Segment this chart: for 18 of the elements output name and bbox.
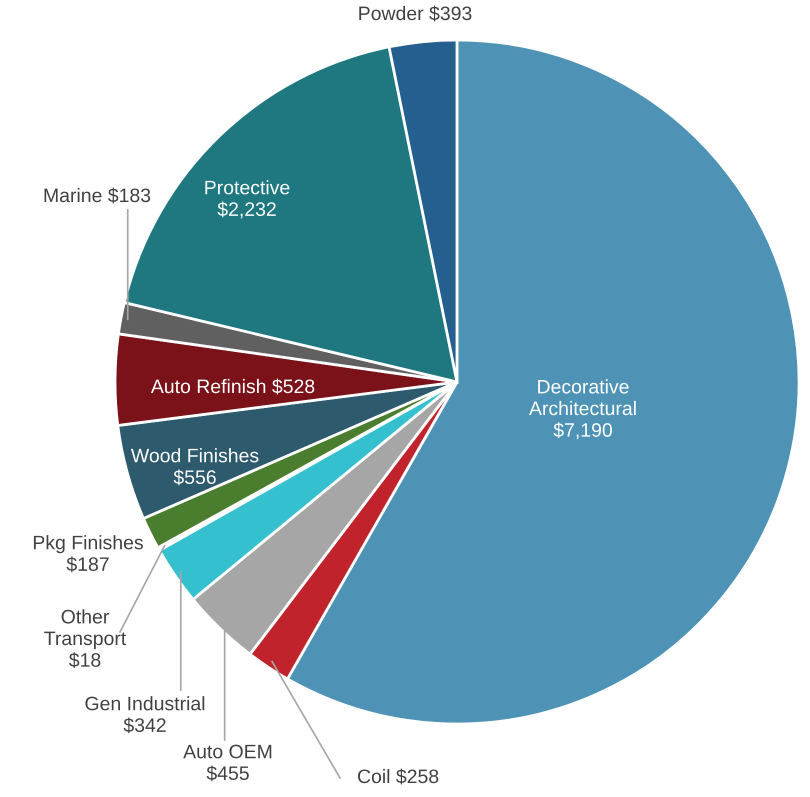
data-label: $556: [174, 469, 216, 486]
data-label: $18: [68, 652, 100, 668]
slice-label: Marine $183: [44, 188, 150, 204]
slice-label: Decorative Architectural: [529, 379, 636, 416]
slice-label: Auto OEM: [183, 744, 272, 758]
data-label: $187: [66, 556, 109, 572]
data-label: $455: [206, 765, 249, 782]
slice-label: Other Transport: [44, 609, 126, 650]
slice-label: Auto Refinish $528: [150, 378, 314, 394]
slice-label: Pkg Finishes: [34, 535, 143, 554]
slice-label: Gen Industrial: [85, 696, 204, 710]
slice-label: Protective: [205, 180, 290, 194]
data-label: $2,232: [217, 201, 276, 218]
slice-label: Wood Finishes: [130, 448, 258, 462]
data-label: $7,190: [553, 422, 612, 440]
slice-label: Coil $258: [358, 768, 438, 784]
data-label: $342: [124, 717, 166, 734]
slice-label: Powder $393: [359, 6, 472, 22]
